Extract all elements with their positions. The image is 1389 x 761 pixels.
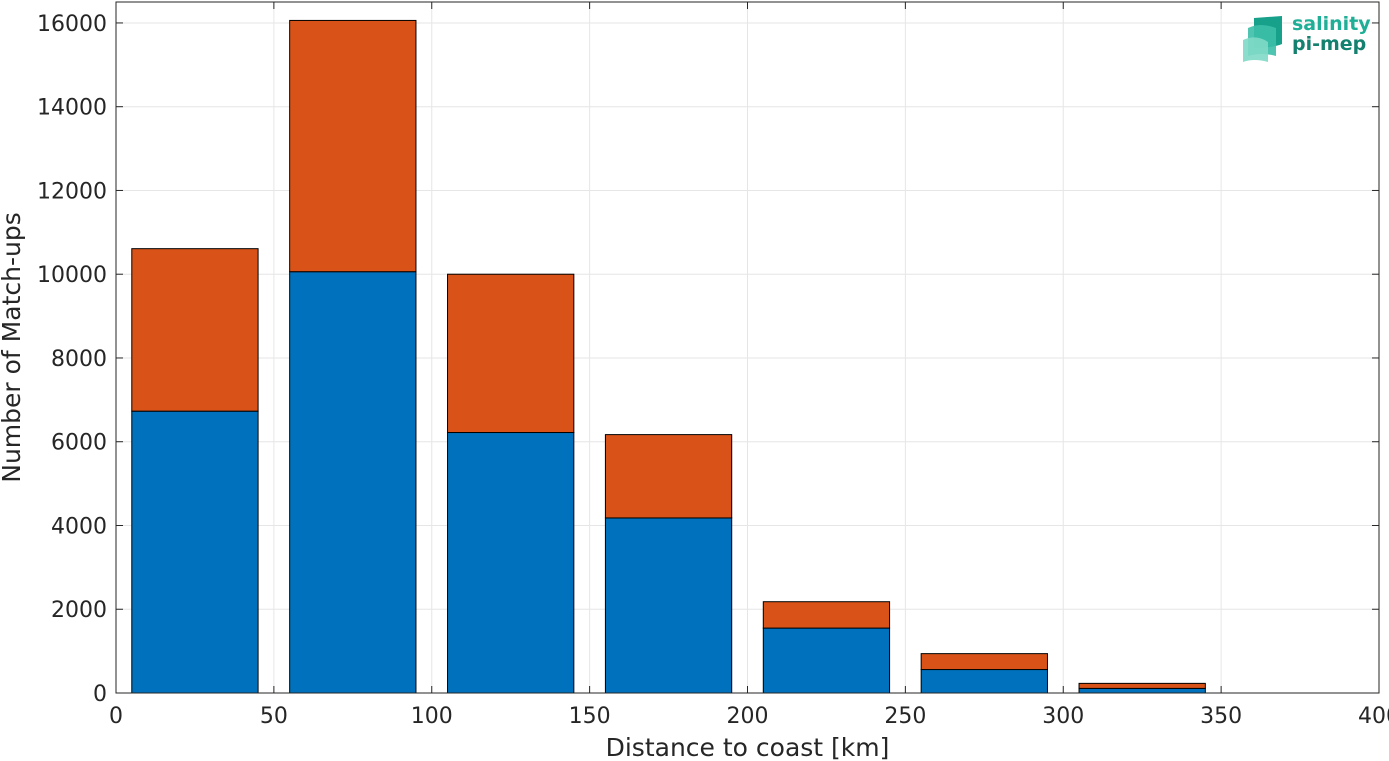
y-tick-label: 0 — [93, 682, 107, 707]
bar-series1-bin3 — [447, 432, 575, 694]
y-tick-label: 6000 — [51, 431, 107, 456]
x-tick-label: 150 — [569, 704, 611, 729]
y-tick-label: 12000 — [37, 179, 107, 204]
y-tick-label: 14000 — [37, 96, 107, 121]
bar-series2-bin6 — [920, 653, 1048, 671]
y-tick-label: 2000 — [51, 598, 107, 623]
x-tick-label: 0 — [109, 704, 123, 729]
bar-series2-bin3 — [447, 273, 575, 434]
x-tick-label: 350 — [1200, 704, 1242, 729]
logo-line2: pi-mep — [1292, 33, 1367, 55]
x-tick-label: 100 — [411, 704, 453, 729]
y-tick-label: 16000 — [37, 12, 107, 37]
bar-series1-bin2 — [289, 271, 417, 694]
x-tick-label: 250 — [884, 704, 926, 729]
logo-text: salinity pi-mep — [1292, 14, 1371, 54]
bar-series1-bin6 — [920, 669, 1048, 694]
x-axis-title: Distance to coast [km] — [606, 733, 890, 761]
bar-series2-bin1 — [131, 248, 259, 412]
y-tick-label: 8000 — [51, 347, 107, 372]
bar-series1-bin4 — [604, 517, 733, 694]
bars — [131, 19, 1206, 694]
x-tick-label: 300 — [1042, 704, 1084, 729]
y-tick-label: 4000 — [51, 514, 107, 539]
logo-line1: salinity — [1292, 13, 1371, 35]
salinity-wave-logo-icon — [1243, 16, 1282, 62]
bar-series2-bin2 — [289, 19, 417, 273]
salinity-pi-mep-logo: salinity pi-mep — [1242, 14, 1372, 66]
x-tick-label: 200 — [727, 704, 769, 729]
y-axis-title: Number of Match-ups — [0, 212, 26, 482]
x-tick-label: 400 — [1358, 704, 1389, 729]
ticks: 0501001502002503003504000200040006000800… — [37, 2, 1389, 729]
y-tick-label: 10000 — [37, 263, 107, 288]
x-tick-label: 50 — [260, 704, 288, 729]
bar-series2-bin5 — [762, 601, 891, 629]
bar-series2-bin4 — [604, 434, 733, 519]
bar-series1-bin5 — [762, 627, 891, 694]
bar-series2-bin7 — [1078, 682, 1206, 689]
bar-series1-bin1 — [131, 410, 259, 694]
bar-series1-bin7 — [1078, 687, 1206, 694]
